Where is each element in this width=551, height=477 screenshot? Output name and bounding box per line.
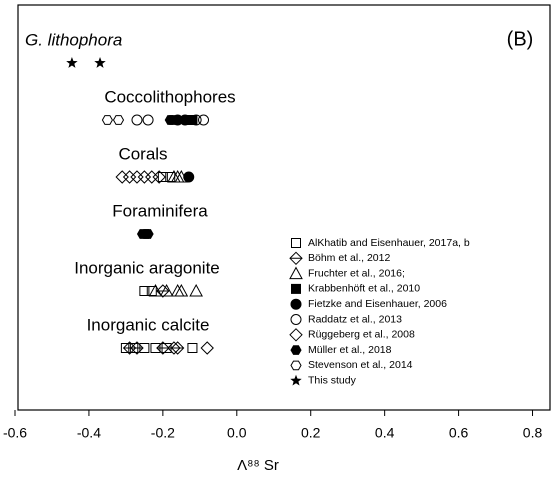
marker — [187, 343, 198, 353]
marker — [166, 115, 178, 125]
marker — [148, 283, 163, 297]
legend-label: Müller et al., 2018 — [308, 344, 392, 356]
legend: AlKhatib and Eisenhauer, 2017a, b Böhm et… — [289, 237, 470, 386]
marker — [145, 170, 159, 184]
marker — [137, 170, 152, 184]
category-label: Inorganic aragonite — [74, 258, 220, 277]
category-label: Foraminifera — [112, 201, 208, 220]
x-tick-label: -0.4 — [77, 425, 101, 441]
x-tick-label: 0.8 — [523, 425, 543, 441]
x-tick-label: 0.2 — [301, 425, 321, 441]
legend-label: Raddatz et al., 2013 — [308, 313, 402, 325]
marker — [290, 314, 302, 325]
marker — [159, 283, 174, 297]
marker — [66, 57, 78, 68]
marker — [115, 170, 129, 184]
marker — [290, 345, 302, 355]
legend-label: Fietzke and Eisenhauer, 2006 — [308, 298, 447, 310]
marker — [189, 283, 203, 297]
category-label: G. lithophora — [25, 30, 122, 49]
category-label: Inorganic calcite — [87, 315, 210, 334]
marker — [291, 238, 301, 248]
legend-label: This study — [308, 374, 357, 386]
x-tick-label: 0.4 — [375, 425, 395, 441]
marker — [101, 115, 113, 125]
legend-label: Fruchter et al., 2016; — [308, 267, 405, 279]
x-tick-label: -0.6 — [3, 425, 27, 441]
marker — [183, 171, 195, 183]
marker — [290, 360, 302, 371]
legend-label: Stevenson et al., 2014 — [308, 359, 413, 371]
marker — [200, 341, 214, 355]
x-axis-label: Λ⁸⁸ Sr — [237, 457, 279, 474]
marker — [290, 298, 302, 310]
panel-label: (B) — [507, 28, 534, 50]
category-label: Coccolithophores — [104, 87, 235, 106]
marker — [289, 328, 303, 342]
legend-label: Böhm et al., 2012 — [308, 252, 390, 264]
marker — [289, 251, 303, 266]
plot-frame — [17, 4, 551, 411]
legend-label: Krabbenhöft et al., 2010 — [308, 283, 420, 295]
marker — [94, 57, 106, 68]
marker — [291, 283, 301, 294]
marker — [290, 374, 302, 386]
marker — [142, 114, 154, 126]
marker — [170, 341, 185, 355]
marker — [130, 341, 144, 355]
marker — [190, 114, 202, 126]
legend-label: Rüggeberg et al., 2008 — [308, 329, 415, 341]
marker — [156, 341, 170, 355]
marker — [289, 266, 303, 280]
marker — [179, 114, 191, 126]
x-tick-label: 0.0 — [227, 425, 247, 441]
x-tick-label: -0.2 — [151, 425, 175, 441]
marker — [198, 114, 210, 126]
x-tick-label: 0.6 — [449, 425, 469, 441]
marker — [112, 115, 125, 125]
legend-label: AlKhatib and Eisenhauer, 2017a, b — [308, 237, 470, 249]
marker — [142, 229, 154, 239]
category-label: Corals — [118, 144, 167, 163]
marker — [139, 286, 150, 296]
marker — [174, 283, 189, 297]
marker — [152, 170, 166, 184]
marker — [131, 114, 143, 126]
marker — [122, 170, 137, 184]
marker — [130, 170, 144, 184]
